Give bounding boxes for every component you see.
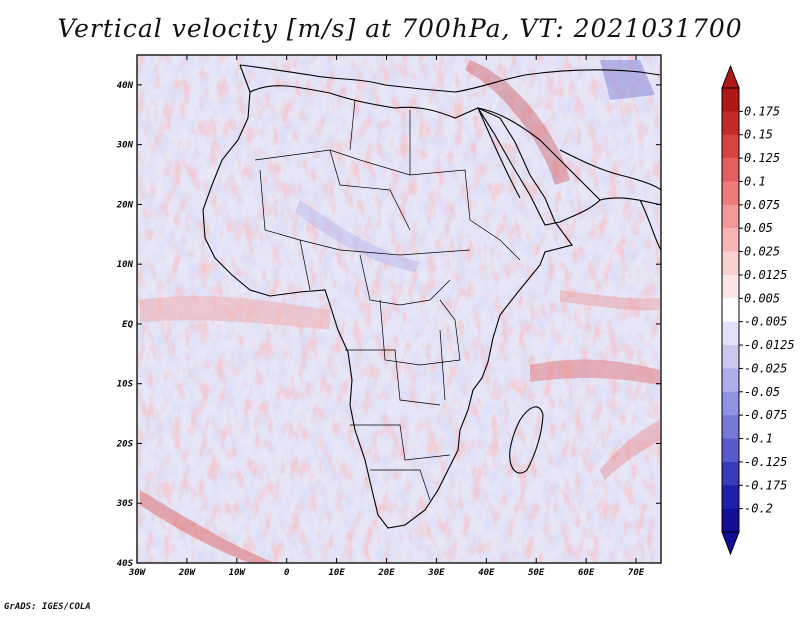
colorbar-swatch: [722, 181, 739, 206]
colorbar-label: 0.175: [744, 104, 780, 118]
lat-label: 20S: [116, 439, 134, 449]
colorbar-label: -0.075: [744, 408, 787, 422]
lat-label: 10S: [117, 380, 134, 390]
colorbar-swatch: [722, 461, 739, 486]
colorbar-label: 0.15: [744, 128, 773, 142]
lon-label: 70E: [628, 568, 645, 578]
lon-label: 40E: [478, 568, 495, 578]
lat-label: 20N: [116, 200, 134, 210]
lat-label: 40N: [117, 81, 134, 91]
colorbar-swatch: [722, 251, 739, 276]
colorbar-swatch: [722, 368, 739, 393]
colorbar-label: -0.0125: [744, 338, 795, 352]
colorbar-label: -0.005: [744, 315, 787, 329]
country-borders: [254, 99, 521, 501]
lat-axis: 40N 30N 20N 10N EQ 10S 20S 30S 40S: [116, 81, 661, 569]
colorbar-swatch: [722, 321, 739, 346]
colorbar-swatch: [722, 298, 739, 322]
colorbar-swatch: [722, 508, 739, 533]
colorbar-label: -0.125: [744, 455, 787, 469]
lon-label: 10E: [328, 568, 345, 578]
colorbar: 0.175 0.15 0.125 0.1 0.075 0.05 0.025 0.0125 0.0…: [721, 64, 795, 556]
colorbar-frame: [721, 87, 740, 533]
colorbar-label: 0.075: [744, 198, 780, 212]
lon-label: 10W: [229, 568, 247, 578]
colorbar-label: 0.1: [744, 174, 766, 188]
colorbar-swatch: [722, 134, 739, 159]
velocity-field: [137, 55, 661, 563]
colorbar-swatch: [722, 345, 739, 369]
credit-label: GrADS: IGES/COLA: [4, 602, 91, 612]
coastlines: [202, 64, 661, 529]
colorbar-label: 0.05: [744, 221, 773, 235]
lon-label: 20E: [377, 568, 395, 578]
lon-label: 30W: [128, 568, 147, 578]
lat-label: 30S: [116, 499, 134, 509]
lon-label: 0: [284, 568, 290, 578]
colorbar-label: -0.1: [744, 432, 773, 446]
colorbar-label: 0.125: [744, 151, 780, 165]
colorbar-bottom-arrow: [721, 531, 740, 556]
colorbar-swatch: [722, 274, 739, 299]
colorbar-swatch: [722, 158, 739, 182]
colorbar-swatch: [722, 88, 739, 112]
lon-axis: 30W 20W 10W 0 10E 20E 30E 40E 50E 60E 70E: [128, 55, 645, 578]
colorbar-label: 0.025: [744, 245, 780, 259]
colorbar-top-arrow: [721, 64, 740, 89]
lat-label: 40S: [117, 559, 134, 569]
colorbar-swatch: [722, 228, 739, 252]
lat-label: 30N: [116, 141, 134, 151]
colorbar-swatch: [722, 415, 739, 439]
lon-label: 60E: [578, 568, 595, 578]
colorbar-label: 0.005: [744, 291, 780, 305]
lon-label: 50E: [528, 568, 545, 578]
colorbar-label: 0.0125: [744, 268, 787, 282]
colorbar-label: -0.175: [744, 478, 787, 492]
map-title: Vertical velocity [m/s] at 700hPa, VT: 2…: [57, 14, 743, 43]
colorbar-swatch: [722, 391, 739, 416]
lat-label: 10N: [117, 260, 134, 270]
colorbar-swatch: [722, 204, 739, 229]
lon-label: 30E: [427, 568, 445, 578]
colorbar-swatch: [722, 485, 739, 509]
colorbar-label: -0.025: [744, 361, 787, 375]
plot-frame: [136, 54, 662, 564]
colorbar-label: -0.05: [744, 385, 780, 399]
colorbar-label: -0.2: [744, 502, 773, 516]
colorbar-swatch: [722, 438, 739, 463]
colorbar-swatch: [722, 111, 739, 136]
lat-label: EQ: [122, 320, 133, 330]
lon-label: 20W: [178, 568, 197, 578]
